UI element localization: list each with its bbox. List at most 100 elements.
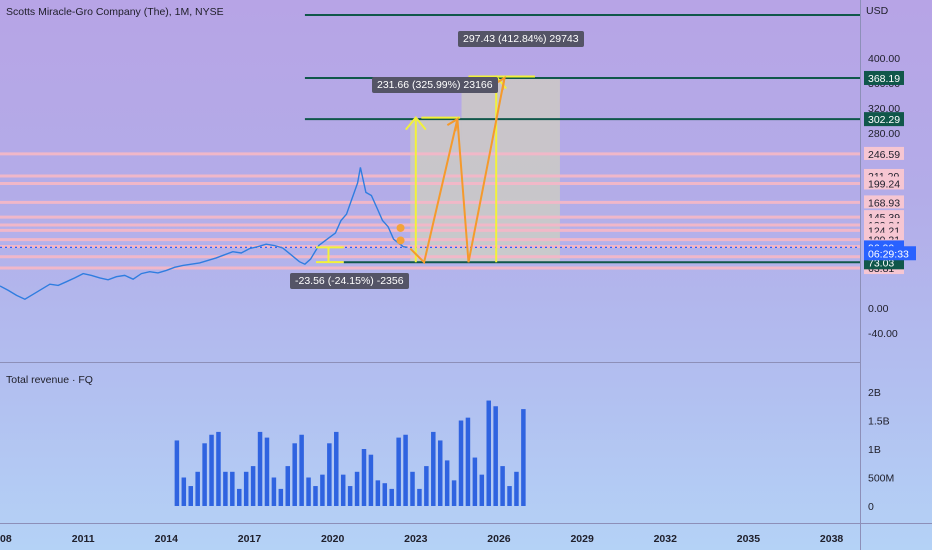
revenue-bar-42 (465, 417, 471, 506)
time-tick-3: 2017 (238, 533, 262, 545)
revenue-bar-46 (493, 406, 498, 506)
revenue-bar-41 (458, 420, 464, 506)
revenue-bar-29 (375, 480, 381, 506)
revenue-bar-39 (444, 460, 450, 506)
revenue-bar-22 (327, 443, 332, 506)
price-tick-bg-4 (864, 146, 904, 160)
revenue-bar-33 (403, 434, 408, 506)
price-tick-bg-7 (864, 195, 904, 209)
measurement-label-2: 231.66 (325.99%) 23166 (372, 77, 498, 93)
time-tick-6: 2026 (487, 533, 511, 545)
revenue-bar-9 (237, 488, 242, 506)
measurement-label-1: -23.56 (-24.15%) -2356 (290, 273, 409, 289)
revenue-bar-34 (410, 471, 415, 506)
revenue-bar-24 (340, 474, 346, 506)
revenue-bar-31 (389, 488, 394, 506)
revenue-bar-13 (264, 437, 270, 506)
revenue-bar-36 (424, 466, 429, 506)
time-tick-4: 2020 (321, 533, 345, 545)
revenue-tick-0: 2B (868, 387, 881, 399)
time-tick-10: 2038 (820, 533, 844, 545)
revenue-bar-10 (243, 471, 249, 506)
rise-arrowhead-1 (405, 116, 427, 131)
price-tag-bg-4 (864, 246, 916, 261)
price-tick-3: 280.00 (868, 128, 900, 140)
revenue-bar-27 (361, 449, 367, 506)
price-tick-2: 320.00 (868, 103, 900, 115)
time-tick-1: 2011 (72, 533, 95, 545)
measurement-label-3: 297.43 (412.84%) 29743 (458, 31, 584, 47)
currency-label: USD (866, 5, 889, 17)
revenue-bar-5 (209, 434, 214, 506)
revenue-bar-32 (396, 437, 401, 506)
revenue-bar-11 (250, 466, 256, 506)
revenue-bar-35 (417, 488, 422, 506)
time-tick-0: 2008 (0, 533, 12, 545)
price-tick-7: 168.93 (868, 197, 900, 209)
price-tick-0: 400.00 (868, 53, 900, 65)
revenue-panel-title: Total revenue · FQ (6, 374, 93, 386)
revenue-tick-4: 0 (868, 501, 874, 513)
price-tag-0: 368.19 (868, 73, 900, 85)
revenue-bar-15 (278, 488, 284, 506)
price-tick-6: 199.24 (868, 178, 900, 190)
chart-title: Scotts Miracle-Gro Company (The), 1M, NY… (6, 6, 224, 18)
revenue-bar-43 (472, 457, 478, 506)
revenue-bar-47 (500, 466, 505, 506)
revenue-bar-14 (271, 477, 277, 506)
price-tag-2: 73.03 (868, 257, 894, 269)
time-tick-9: 2035 (737, 533, 761, 545)
revenue-tick-2: 1B (868, 444, 881, 456)
event-marker-1 (396, 236, 405, 245)
event-marker-0 (396, 223, 405, 232)
revenue-bar-28 (368, 454, 374, 506)
price-tick-bg-6 (864, 176, 904, 190)
revenue-bar-0 (174, 440, 180, 506)
price-tag-bg-0 (864, 70, 904, 85)
price-tag-1: 302.29 (868, 114, 900, 126)
revenue-bar-3 (195, 471, 200, 506)
revenue-bar-50 (521, 409, 526, 506)
time-tick-8: 2032 (654, 533, 678, 545)
revenue-bar-1 (181, 477, 187, 506)
revenue-tick-1: 1.5B (868, 416, 890, 428)
time-tick-7: 2029 (570, 533, 594, 545)
revenue-bar-7 (223, 471, 228, 506)
revenue-bar-2 (188, 486, 193, 506)
revenue-bar-8 (230, 471, 235, 506)
price-tick-4: 246.59 (868, 149, 900, 161)
revenue-bar-49 (514, 471, 519, 506)
revenue-bar-20 (313, 486, 318, 506)
revenue-bar-30 (382, 483, 388, 506)
time-tick-2: 2014 (155, 533, 179, 545)
revenue-bar-40 (451, 480, 457, 506)
revenue-bar-21 (320, 474, 325, 506)
revenue-bar-19 (306, 477, 311, 506)
price-tag-4: 06:29:33 (868, 248, 909, 260)
revenue-bar-16 (285, 466, 291, 506)
projection-arrowhead-1 (446, 117, 459, 132)
revenue-bar-4 (202, 443, 207, 506)
revenue-bar-26 (354, 471, 360, 506)
price-series-line (0, 167, 408, 300)
projection-zone-2 (461, 77, 560, 263)
revenue-bar-44 (479, 474, 485, 506)
revenue-bar-23 (334, 431, 339, 506)
revenue-bar-25 (347, 486, 353, 506)
price-tick-16: -40.00 (868, 328, 898, 340)
revenue-bar-18 (299, 434, 304, 506)
price-tick-15: 0.00 (868, 303, 889, 315)
revenue-bar-48 (507, 486, 512, 506)
projection-arrowhead-2 (493, 76, 506, 91)
revenue-bar-6 (216, 431, 221, 506)
revenue-bar-17 (292, 443, 297, 506)
revenue-bar-45 (486, 400, 491, 506)
revenue-bar-12 (257, 431, 263, 506)
time-tick-5: 2023 (404, 533, 428, 545)
revenue-tick-3: 500M (868, 473, 894, 485)
revenue-bar-38 (437, 440, 443, 506)
price-tag-bg-1 (864, 112, 904, 127)
revenue-bar-37 (431, 431, 436, 506)
